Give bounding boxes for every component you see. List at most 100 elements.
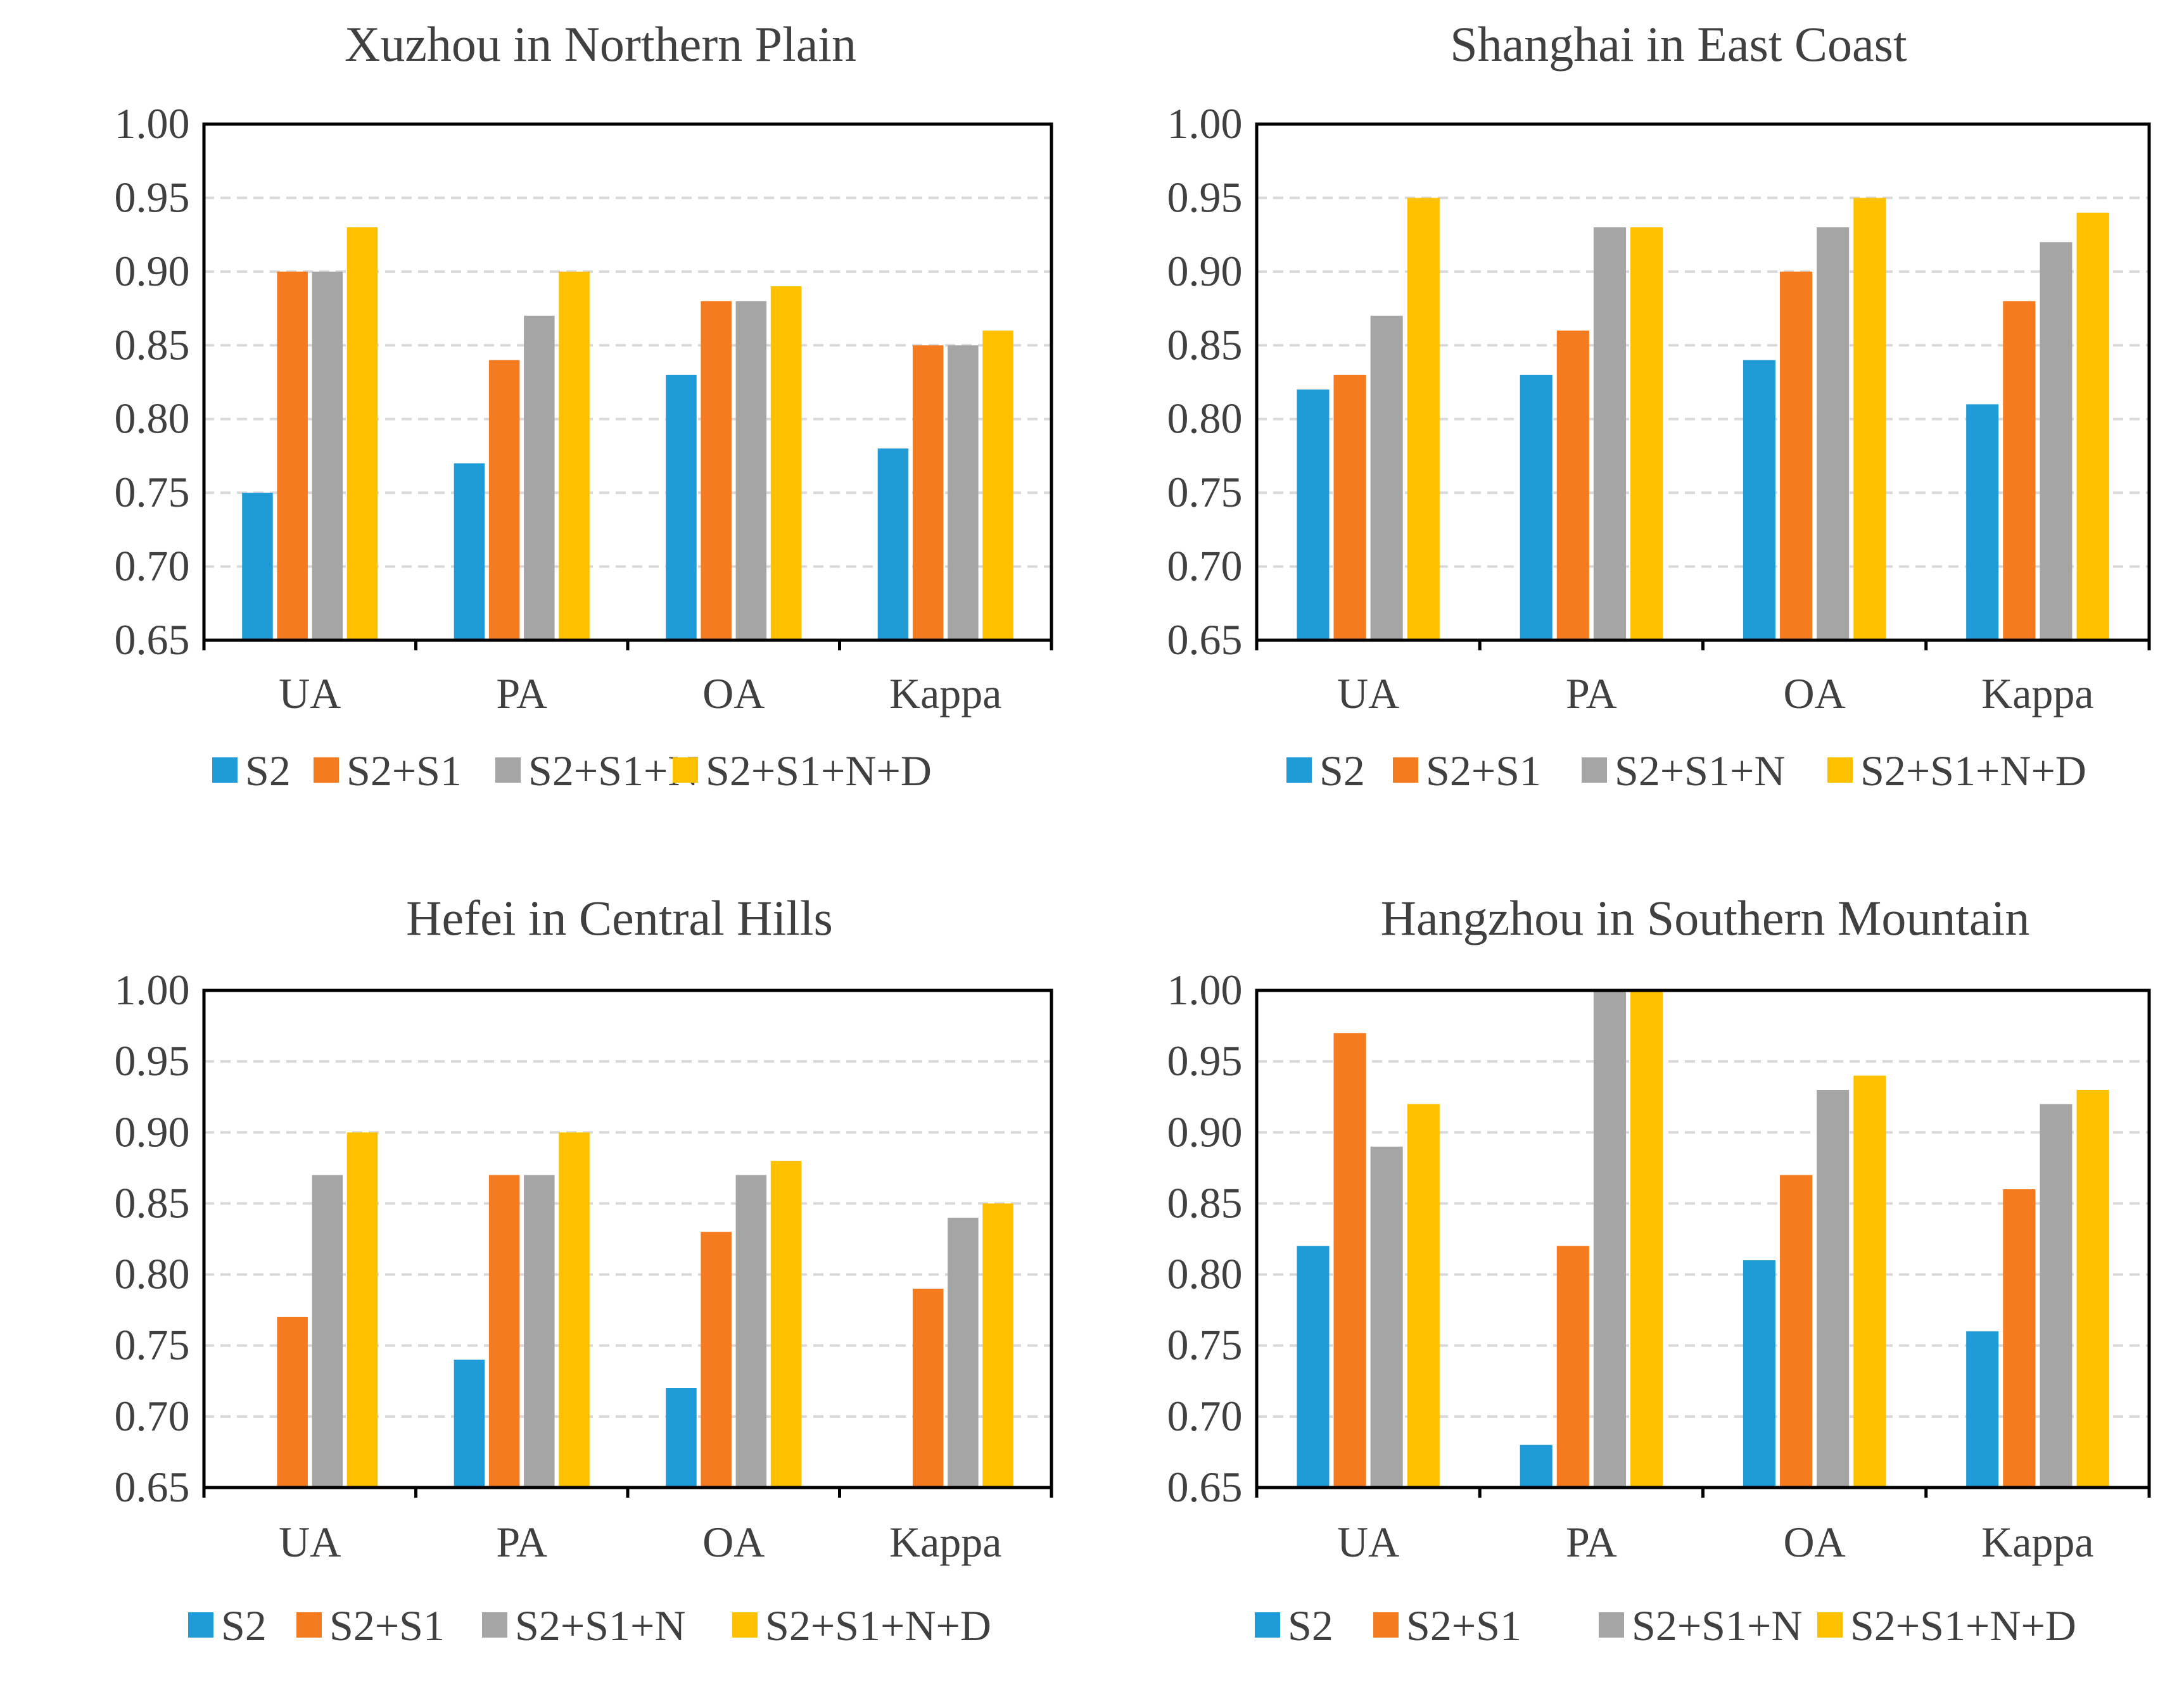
- bar-s2-ua: [1297, 389, 1330, 640]
- y-tick-label: 1.00: [115, 966, 190, 1014]
- y-tick-label: 1.00: [1167, 99, 1243, 148]
- x-category-label: Kappa: [889, 669, 1001, 717]
- bar-s2-pa: [1520, 1444, 1552, 1488]
- bar-s2-s1-ua: [277, 1317, 308, 1488]
- legend-label: S2+S1+N+D: [765, 1602, 991, 1650]
- bar-s2-s1-n-d-ua: [1407, 198, 1440, 640]
- x-category-label: OA: [702, 669, 765, 717]
- y-tick-label: 0.75: [115, 1321, 190, 1369]
- x-category-label: UA: [279, 1518, 341, 1566]
- chart-panel-2: Shanghai in East Coast 0.65 0.70 0.75 0.80 0.…: [1167, 16, 2151, 795]
- legend-swatch: [1827, 757, 1853, 783]
- bar-s2-kappa: [1966, 404, 1999, 640]
- bar-s2-s1-n-ua: [312, 271, 343, 640]
- x-category-label: Kappa: [889, 1518, 1001, 1566]
- bar-s2-s1-n-d-kappa: [982, 1203, 1013, 1488]
- y-tick-label: 0.70: [1167, 1392, 1243, 1440]
- bar-s2-s1-ua: [1333, 1033, 1366, 1488]
- legend-label: S2: [245, 747, 291, 795]
- bar-s2-s1-ua: [277, 271, 308, 640]
- y-tick-label: 0.65: [1167, 1463, 1243, 1511]
- bar-s2-pa: [454, 463, 485, 640]
- x-category-label: UA: [1337, 1518, 1399, 1566]
- bar-s2-ua: [242, 493, 273, 640]
- legend-swatch: [673, 757, 698, 783]
- legend-label: S2+S1+N+D: [1850, 1602, 2076, 1650]
- bar-s2-s1-ua: [1333, 374, 1366, 640]
- x-category-label: PA: [1566, 669, 1617, 717]
- y-tick-label: 0.70: [115, 542, 190, 590]
- legend-label: S2+S1: [1426, 747, 1541, 795]
- y-tick-label: 0.80: [1167, 1250, 1243, 1298]
- y-tick-label: 0.90: [115, 247, 190, 295]
- y-tick-label: 0.85: [115, 1178, 190, 1227]
- chart-title: Shanghai in East Coast: [1450, 16, 1907, 72]
- bar-s2-ua: [1297, 1246, 1330, 1488]
- bar-s2-s1-n-pa: [524, 1175, 555, 1488]
- bar-s2-s1-n-kappa: [2040, 1104, 2073, 1488]
- bar-s2-s1-n-d-kappa: [2076, 1090, 2109, 1488]
- y-tick-label: 0.75: [115, 468, 190, 516]
- legend-swatch: [732, 1612, 758, 1638]
- bar-s2-kappa: [877, 448, 909, 640]
- chart-panel-4: Hangzhou in Southern Mountain 0.65 0.70 0.7…: [1167, 890, 2151, 1650]
- legend-label: S2: [1319, 747, 1365, 795]
- chart-title: Xuzhou in Northern Plain: [345, 16, 856, 72]
- bar-s2-s1-n-oa: [735, 1175, 767, 1488]
- bar-s2-s1-n-d-oa: [770, 1161, 802, 1488]
- x-category-label: OA: [1784, 1518, 1846, 1566]
- x-category-label: Kappa: [1981, 1518, 2093, 1566]
- legend-swatch: [1817, 1612, 1843, 1638]
- bar-s2-s1-kappa: [912, 1289, 944, 1488]
- bar-s2-s1-oa: [1780, 271, 1813, 640]
- y-tick-label: 0.65: [115, 1463, 190, 1511]
- y-tick-label: 0.85: [1167, 1178, 1243, 1227]
- bar-s2-s1-n-pa: [524, 315, 555, 640]
- bar-s2-s1-n-d-pa: [559, 271, 590, 640]
- bar-s2-s1-n-d-kappa: [982, 331, 1013, 640]
- bar-s2-s1-n-oa: [1817, 1090, 1850, 1488]
- legend-label: S2+S1: [1406, 1602, 1521, 1650]
- legend-label: S2+S1: [329, 1602, 445, 1650]
- x-category-label: UA: [1337, 669, 1399, 717]
- bar-s2-s1-oa: [1780, 1175, 1813, 1488]
- legend-swatch: [1286, 757, 1312, 783]
- bar-s2-s1-n-pa: [1593, 227, 1626, 640]
- bar-s2-s1-kappa: [912, 345, 944, 640]
- legend-swatch: [1599, 1612, 1624, 1638]
- legend-swatch: [296, 1612, 322, 1638]
- y-tick-label: 0.80: [115, 1250, 190, 1298]
- bar-s2-s1-n-d-pa: [1630, 990, 1663, 1488]
- bar-s2-s1-n-d-kappa: [2076, 212, 2109, 640]
- legend-label: S2+S1: [346, 747, 462, 795]
- legend: S2 S2+S1 S2+S1+N S2+S1+N+D: [1286, 747, 2086, 795]
- y-tick-label: 0.80: [1167, 395, 1243, 443]
- bar-s2-oa: [1743, 360, 1775, 640]
- bar-s2-s1-n-oa: [1817, 227, 1850, 640]
- y-tick-label: 0.65: [1167, 616, 1243, 664]
- legend-swatch: [482, 1612, 507, 1638]
- bar-s2-s1-n-d-ua: [346, 227, 378, 640]
- legend-label: S2+S1+N: [1615, 747, 1785, 795]
- legend-label: S2+S1+N+D: [1860, 747, 2086, 795]
- bar-s2-s1-n-kappa: [948, 345, 979, 640]
- bar-s2-s1-n-pa: [1593, 990, 1626, 1488]
- legend: S2 S2+S1 S2+S1+N S2+S1+N+D: [188, 1602, 991, 1650]
- bar-s2-s1-kappa: [2003, 1189, 2036, 1488]
- bar-s2-pa: [454, 1360, 485, 1488]
- y-tick-label: 0.65: [115, 616, 190, 664]
- legend: S2 S2+S1 S2+S1+N S2+S1+N+D: [1255, 1602, 2076, 1650]
- y-tick-label: 0.75: [1167, 468, 1243, 516]
- bar-s2-s1-n-oa: [735, 301, 767, 640]
- y-tick-label: 0.95: [115, 173, 190, 221]
- y-tick-label: 0.90: [1167, 247, 1243, 295]
- y-tick-label: 0.70: [1167, 542, 1243, 590]
- legend-swatch: [188, 1612, 213, 1638]
- bar-s2-s1-n-ua: [1370, 315, 1403, 640]
- bar-s2-s1-pa: [488, 360, 520, 640]
- bar-s2-pa: [1520, 374, 1552, 640]
- bar-s2-oa: [666, 1388, 697, 1488]
- legend-label: S2: [221, 1602, 267, 1650]
- bar-s2-s1-n-kappa: [2040, 242, 2073, 640]
